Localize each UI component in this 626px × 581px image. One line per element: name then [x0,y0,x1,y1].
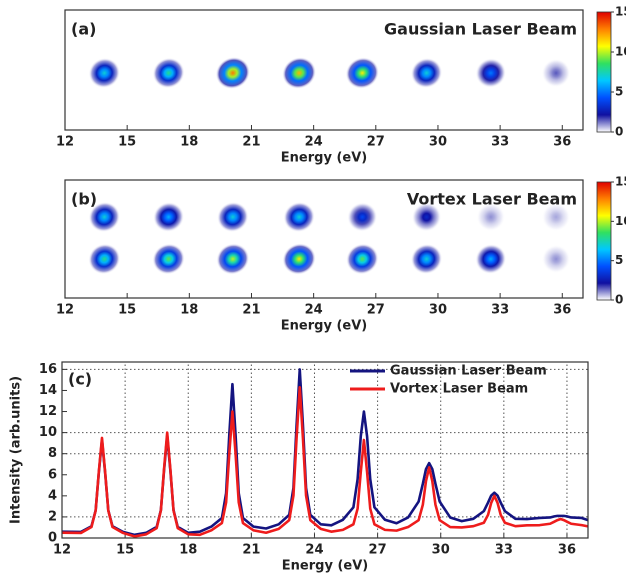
y-tick-label: 12 [39,404,57,419]
x-tick-label: 24 [305,135,323,150]
y-tick-label: 10 [39,425,57,440]
plot-frame [61,361,589,539]
blob [476,202,506,232]
legend-label: Vortex Laser Beam [390,382,528,397]
blob [88,57,121,89]
x-tick-label: 33 [495,543,513,558]
blob [347,202,378,232]
panel-label: (a) [71,20,96,39]
blob [282,57,317,89]
x-tick-label: 15 [116,543,134,558]
x-tick-label: 30 [429,135,447,150]
x-tick-label: 12 [53,543,71,558]
colorbar [596,11,612,133]
plot-frame [64,9,584,131]
colorbar-tick-label: 5 [615,253,623,267]
panel-title: Gaussian Laser Beam [384,20,577,39]
blob [411,202,442,232]
colorbar-tick-label: 15 [615,175,626,189]
x-tick-label: 12 [56,135,74,150]
x-tick-label: 15 [118,135,136,150]
blob [88,243,121,275]
y-tick-label: 14 [39,383,57,398]
colorbar-tick-label: 10 [615,214,626,228]
y-tick-label: 2 [48,509,57,524]
y-tick-label: 16 [39,362,57,377]
x-tick-label: 27 [367,135,385,150]
x-tick-label: 21 [242,135,260,150]
x-tick-label: 30 [432,543,450,558]
x-axis-label: Energy (eV) [281,319,367,334]
x-tick-label: 24 [305,303,323,318]
y-tick-label: 0 [48,531,57,546]
y-tick-label: 8 [48,446,57,461]
x-tick-label: 30 [429,303,447,318]
series-line [61,385,589,538]
blob [88,201,121,233]
x-tick-label: 27 [369,543,387,558]
x-tick-label: 12 [56,303,74,318]
x-tick-label: 36 [553,135,571,150]
panel-label: (b) [71,190,97,209]
blob [216,243,250,275]
blob [215,56,251,90]
x-tick-label: 18 [180,303,198,318]
x-axis-label: Energy (eV) [282,559,368,574]
blob [541,244,571,274]
blob [345,57,380,89]
blob [346,243,379,275]
x-tick-label: 15 [118,303,136,318]
blob [152,57,185,89]
y-tick-label: 6 [48,467,57,482]
x-tick-label: 36 [553,303,571,318]
colorbar [596,181,612,301]
x-axis-label: Energy (eV) [281,151,367,166]
colorbar-tick-label: 15 [615,5,626,19]
blob [410,57,443,89]
legend-label: Gaussian Laser Beam [390,364,547,379]
x-tick-label: 33 [491,135,509,150]
colorbar-tick-label: 0 [615,125,623,139]
x-tick-label: 21 [242,303,260,318]
blob [475,58,507,88]
x-tick-label: 27 [367,303,385,318]
blob [541,202,571,232]
blob [153,202,185,232]
y-axis-label: Intensity (arb.units) [9,376,24,524]
x-tick-label: 24 [305,543,323,558]
plot-frame [64,179,584,299]
x-tick-label: 21 [242,543,260,558]
x-tick-label: 18 [180,135,198,150]
y-tick-label: 4 [48,488,57,503]
x-tick-label: 18 [179,543,197,558]
panel-title: Vortex Laser Beam [407,190,577,209]
blob [283,201,315,233]
blob [475,244,507,274]
colorbar-tick-label: 10 [615,45,626,59]
blob [282,243,316,275]
x-tick-label: 36 [558,543,576,558]
blob [410,243,443,275]
blob [541,58,571,88]
colorbar-tick-label: 5 [615,85,623,99]
blob [152,243,185,275]
blob [217,201,249,233]
colorbar-tick-label: 0 [615,293,623,307]
panel-label: (c) [68,370,92,389]
x-tick-label: 33 [491,303,509,318]
